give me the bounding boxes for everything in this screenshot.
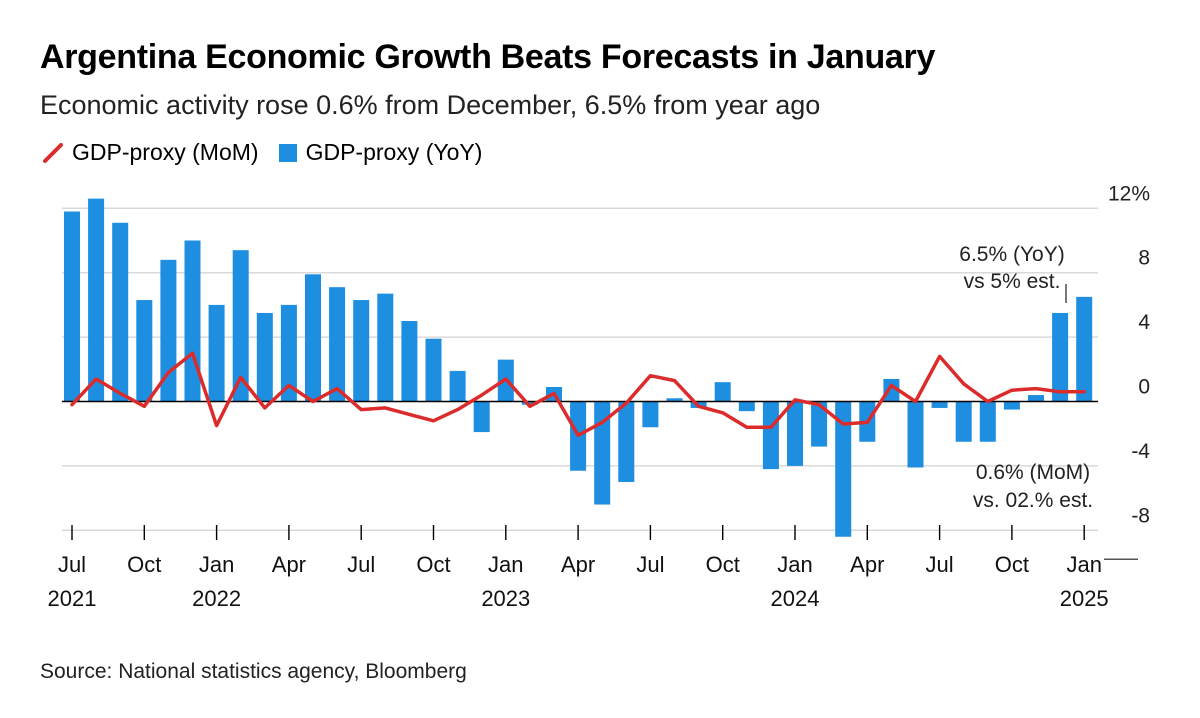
annotation-mom-line1: 0.6% (MoM) <box>976 461 1090 484</box>
chart-legend: GDP-proxy (MoM) GDP-proxy (YoY) <box>42 139 502 166</box>
x-tick-label-apr-9: Apr <box>272 552 306 577</box>
bar-yoy-13 <box>377 293 394 402</box>
legend-label-yoy: GDP-proxy (YoY) <box>305 139 483 165</box>
bar-yoy-15 <box>425 338 442 402</box>
bar-yoy-3 <box>136 300 153 402</box>
x-year-label-2021: 2021 <box>48 586 97 611</box>
bar-yoy-29 <box>762 401 779 470</box>
annotation-mom-line2: vs. 02.% est. <box>973 489 1093 512</box>
y-tick-label--8: -8 <box>1131 504 1150 527</box>
x-tick-label-jan-18: Jan <box>488 552 523 577</box>
bar-yoy-14 <box>401 321 418 402</box>
bar-yoy-36 <box>931 401 948 408</box>
bar-yoy-11 <box>329 287 346 402</box>
x-tick-label-jul-12: Jul <box>347 552 375 577</box>
x-tick-label-jul-0: Jul <box>58 552 86 577</box>
x-tick-label-oct-15: Oct <box>416 552 450 577</box>
bar-yoy-24 <box>642 401 659 428</box>
x-tick-label-apr-33: Apr <box>850 552 884 577</box>
bar-yoy-28 <box>738 401 755 412</box>
legend-item-mom: GDP-proxy (MoM) <box>42 139 259 166</box>
legend-item-yoy: GDP-proxy (YoY) <box>278 139 483 166</box>
annotations: 6.5% (YoY) vs 5% est. 0.6% (MoM) vs. 02.… <box>959 243 1093 512</box>
bar-yoy-12 <box>353 300 370 402</box>
legend-bar-swatch <box>278 143 297 162</box>
annotation-yoy-line1: 6.5% (YoY) <box>959 243 1064 266</box>
bar-yoy-37 <box>955 401 972 442</box>
bar-yoy-8 <box>256 312 273 402</box>
y-tick-label-4: 4 <box>1138 311 1150 334</box>
chart-subtitle: Economic activity rose 0.6% from Decembe… <box>40 90 821 120</box>
bar-yoy-9 <box>280 304 297 402</box>
y-tick-label-8: 8 <box>1138 247 1150 270</box>
x-tick-label-jan-30: Jan <box>777 552 812 577</box>
source-note: Source: National statistics agency, Bloo… <box>40 660 467 683</box>
x-year-label-2022: 2022 <box>192 586 241 611</box>
x-tick-label-jul-36: Jul <box>926 552 954 577</box>
legend-label-mom: GDP-proxy (MoM) <box>72 139 259 165</box>
x-axis: Jul 2021 Oct Jan 2022 Apr Jul Oct Jan 2023 Apr Jul O… <box>48 525 1109 611</box>
bar-yoy-27 <box>714 382 731 402</box>
x-year-label-2024: 2024 <box>771 586 820 611</box>
bar-yoy-31 <box>811 401 828 447</box>
bar-layer <box>64 198 1093 537</box>
y-tick-label-0: 0 <box>1138 376 1150 399</box>
chart-title: Argentina Economic Growth Beats Forecast… <box>40 38 936 76</box>
bar-yoy-34 <box>883 378 900 402</box>
y-axis-labels: 12% 8 4 0 -4 -8 <box>1108 182 1150 527</box>
bar-yoy-25 <box>666 398 683 402</box>
bar-yoy-35 <box>907 401 924 468</box>
bar-yoy-16 <box>449 370 466 402</box>
bar-yoy-30 <box>787 401 803 466</box>
bar-yoy-38 <box>979 401 996 442</box>
bar-yoy-2 <box>112 222 129 402</box>
bar-yoy-6 <box>208 304 225 402</box>
annotation-yoy-line2: vs 5% est. <box>964 270 1061 293</box>
x-tick-label-jan-42: Jan <box>1066 552 1101 577</box>
x-tick-label-oct-39: Oct <box>995 552 1029 577</box>
bar-yoy-41 <box>1052 312 1069 402</box>
x-tick-label-oct-27: Oct <box>706 552 740 577</box>
bar-yoy-4 <box>160 259 177 402</box>
line-layer <box>70 351 1086 438</box>
x-year-label-2025: 2025 <box>1060 586 1109 611</box>
x-tick-label-oct-3: Oct <box>127 552 161 577</box>
bar-yoy-7 <box>232 250 249 402</box>
x-year-label-2023: 2023 <box>481 586 530 611</box>
x-tick-label-apr-21: Apr <box>561 552 595 577</box>
bar-yoy-17 <box>473 401 490 433</box>
x-tick-label-jan-6: Jan <box>199 552 234 577</box>
bar-yoy-10 <box>305 274 321 402</box>
bar-yoy-32 <box>835 401 852 537</box>
bar-yoy-22 <box>594 401 611 505</box>
bar-yoy-23 <box>618 401 635 482</box>
bar-yoy-5 <box>184 240 201 402</box>
line-mom <box>70 351 1086 438</box>
bar-yoy-0 <box>64 211 80 402</box>
y-tick-label--4: -4 <box>1131 440 1150 463</box>
bar-yoy-39 <box>1003 401 1020 410</box>
bar-yoy-42 <box>1076 296 1093 402</box>
x-tick-label-jul-24: Jul <box>636 552 664 577</box>
y-tick-label-12: 12% <box>1108 182 1150 205</box>
legend-line-swatch <box>43 142 63 163</box>
bar-yoy-1 <box>88 198 105 402</box>
bar-yoy-40 <box>1028 395 1044 402</box>
bar-yoy-19 <box>521 401 538 405</box>
